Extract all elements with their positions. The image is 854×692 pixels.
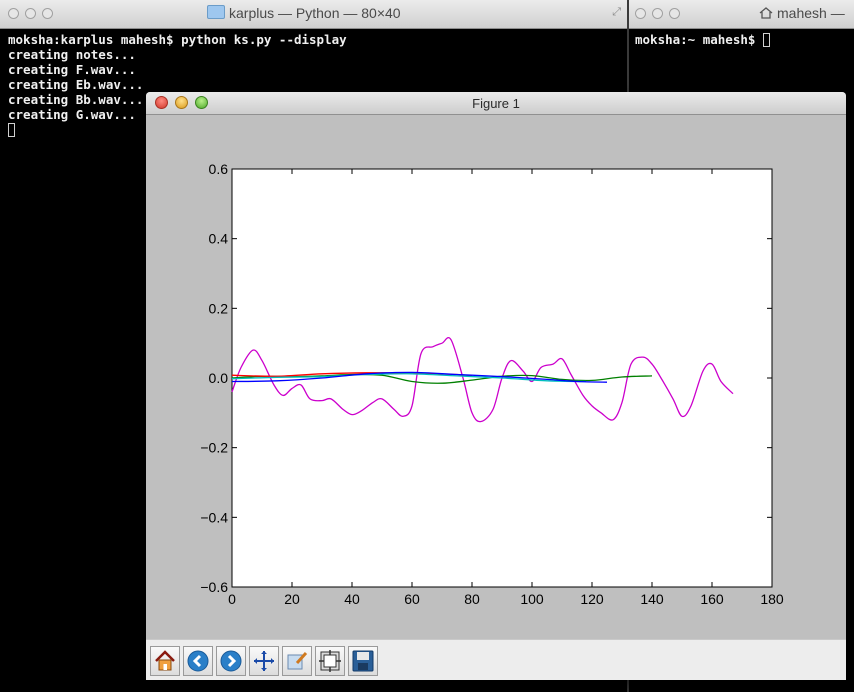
pan-move-icon [254,650,274,671]
y-tick-label: 0.0 [209,370,229,386]
close-window-icon[interactable] [635,8,646,19]
zoom-button[interactable] [282,645,312,676]
series-line-1 [231,336,734,423]
y-tick-label: −0.2 [200,440,228,456]
x-tick-label: 20 [284,591,300,607]
series-line-5 [231,371,608,383]
terminal-cursor [762,33,770,47]
home-icon [155,649,175,670]
window-controls[interactable] [8,8,53,19]
terminal-output[interactable]: moksha:karplus mahesh$ python ks.py --di… [8,32,347,137]
terminal-line: moksha:karplus mahesh$ python ks.py --di… [8,32,347,47]
fullscreen-icon[interactable]: ⤢ [612,6,621,18]
y-tick-labels: −0.6 −0.4 −0.2 0.0 0.2 0.4 0.6 [200,161,228,595]
home-icon [759,7,773,19]
y-tick-label: 0.2 [209,300,229,316]
series-line-4 [231,373,587,383]
figure-title: Figure 1 [472,96,520,111]
terminal-prompt: moksha:~ mahesh$ [635,32,756,47]
y-tick-label: 0.4 [209,231,229,247]
x-tick-label: 0 [228,591,236,607]
terminal-cursor [8,123,15,137]
y-tick-label: −0.6 [200,579,228,595]
x-tick-label: 100 [520,591,544,607]
window-controls[interactable] [635,8,680,19]
x-tick-label: 180 [760,591,784,607]
x-tick-label: 80 [464,591,480,607]
back-button[interactable] [183,645,213,676]
figure-titlebar[interactable]: Figure 1 [146,92,846,115]
subplots-config-icon [319,649,341,672]
terminal-titlebar[interactable]: karplus — Python — 80×40 ⤢ [0,0,627,29]
plot-lines [231,336,734,423]
terminal-title: mahesh — [759,5,845,21]
x-tick-label: 120 [580,591,604,607]
save-disk-icon [352,650,374,671]
x-tick-label: 140 [640,591,664,607]
forward-button[interactable] [216,645,246,676]
terminal-line: creating G.wav... [8,107,136,122]
save-button[interactable] [348,645,378,676]
x-tick-labels: 0 20 40 60 80 100 120 140 160 180 [228,591,784,607]
close-window-icon[interactable] [155,96,168,109]
plot-canvas[interactable]: 0 20 40 60 80 100 120 140 160 180 −0.6 −0.4 −0.2 0.0… [146,115,846,639]
y-tick-label: 0.6 [209,161,229,177]
axis-ticks [231,168,773,588]
x-tick-label: 60 [404,591,420,607]
terminal-title-text: mahesh — [777,5,845,21]
folder-icon [207,5,225,19]
zoom-window-icon[interactable] [42,8,53,19]
forward-arrow-icon [220,650,242,671]
home-button[interactable] [150,645,180,676]
terminal-line: creating notes... [8,47,136,62]
back-arrow-icon [187,650,209,671]
minimize-window-icon[interactable] [25,8,36,19]
figure-window[interactable]: Figure 1 0 20 40 60 80 100 120 140 160 180 −0.6 −0… [146,92,846,680]
zoom-rect-icon [287,651,308,669]
window-controls[interactable] [155,96,208,109]
minimize-window-icon[interactable] [652,8,663,19]
x-tick-label: 40 [344,591,360,607]
terminal-output[interactable]: moksha:~ mahesh$ [635,32,770,47]
zoom-window-icon[interactable] [195,96,208,109]
x-tick-label: 160 [700,591,724,607]
terminal-line: creating Eb.wav... [8,77,144,92]
terminal-titlebar[interactable]: mahesh — [629,0,854,29]
close-window-icon[interactable] [8,8,19,19]
pan-button[interactable] [249,645,279,676]
terminal-line: creating Bb.wav... [8,92,144,107]
terminal-line: creating F.wav... [8,62,136,77]
configure-subplots-button[interactable] [315,645,345,676]
y-tick-label: −0.4 [200,509,228,525]
terminal-title-text: karplus — Python — 80×40 [229,5,401,21]
minimize-window-icon[interactable] [175,96,188,109]
figure-toolbar [146,639,846,680]
zoom-window-icon[interactable] [669,8,680,19]
terminal-title: karplus — Python — 80×40 [207,5,401,21]
